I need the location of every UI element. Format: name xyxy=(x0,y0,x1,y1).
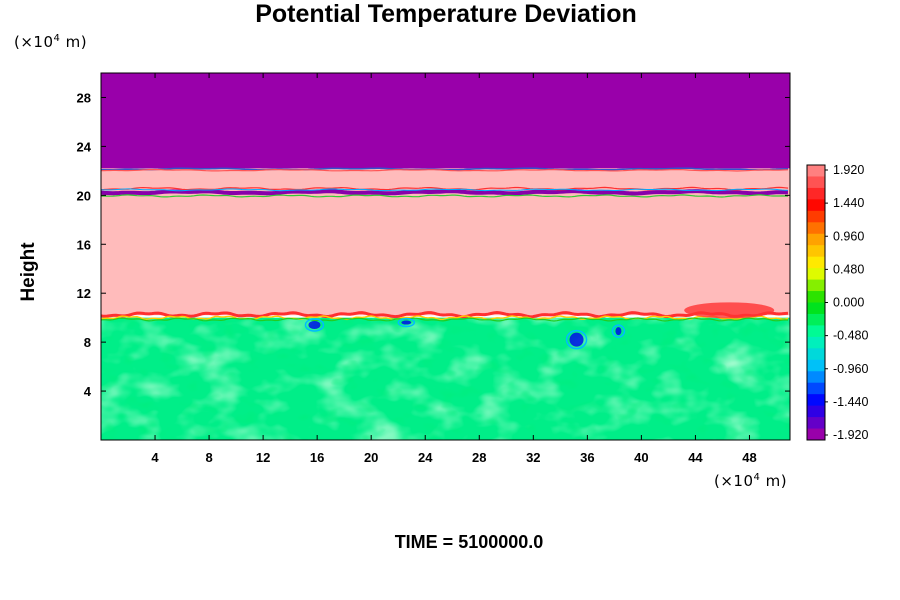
cold-eddy-3 xyxy=(615,327,622,336)
colorbar-band xyxy=(807,256,825,269)
colorbar-label: 0.960 xyxy=(833,229,864,243)
colorbar-band xyxy=(807,382,825,395)
interface-lower-red xyxy=(100,310,789,319)
x-tick-label: 8 xyxy=(205,450,212,465)
cold-eddy-4 xyxy=(401,320,412,325)
layer-upper-layer xyxy=(101,73,790,169)
colorbar-band xyxy=(807,291,825,303)
colorbar-band xyxy=(807,325,825,338)
colorbar-label: 1.440 xyxy=(833,196,864,210)
x-tick-label: 48 xyxy=(742,450,756,465)
interface-upper-green xyxy=(100,194,789,198)
x-unit-exponent: 4 xyxy=(753,472,761,483)
x-axis-unit: (×104 m) xyxy=(714,472,787,490)
x-tick-label: 28 xyxy=(472,450,486,465)
colorbar-band xyxy=(807,245,825,258)
colorbar-label: 1.920 xyxy=(833,163,864,177)
interface-lower-yellow xyxy=(100,315,789,321)
y-axis-unit: (×104 m) xyxy=(14,33,87,51)
x-unit-prefix: (×10 xyxy=(714,472,754,490)
cold-eddy-rim-2 xyxy=(565,329,588,350)
y-unit-suffix: m) xyxy=(60,33,88,51)
colorbar-band xyxy=(807,187,825,200)
y-unit-prefix: (×10 xyxy=(14,33,54,51)
interface-upper-blue xyxy=(100,188,789,192)
x-tick-label: 4 xyxy=(151,450,159,465)
y-tick-label: 20 xyxy=(77,188,91,203)
colorbar-band xyxy=(807,222,825,235)
warm-anomaly-right xyxy=(684,302,775,319)
colorbar-label: -0.480 xyxy=(833,329,868,343)
colorbar-label: 0.000 xyxy=(833,296,864,310)
colorbar-band xyxy=(807,336,825,349)
x-tick-label: 12 xyxy=(256,450,270,465)
colorbar-band xyxy=(807,302,825,315)
x-tick-label: 32 xyxy=(526,450,540,465)
cold-eddy-rim-4 xyxy=(397,317,416,328)
colorbar-band xyxy=(807,359,825,372)
x-tick-label: 24 xyxy=(418,450,433,465)
cold-eddy-1 xyxy=(308,321,321,330)
colorbar-band xyxy=(807,279,825,292)
y-tick-label: 4 xyxy=(84,384,92,399)
plot-area xyxy=(100,73,790,440)
time-label: TIME = 5100000.0 xyxy=(394,532,544,552)
plot-frame xyxy=(100,72,791,441)
y-tick-label: 16 xyxy=(77,237,91,252)
colorbar: 1.920 1.440 0.960 0.480 0.000 -0.480 -0.960 -1.… xyxy=(806,163,868,442)
colorbar-band xyxy=(807,165,825,177)
colorbar-band xyxy=(807,417,825,430)
x-tick-label: 44 xyxy=(688,450,703,465)
chart-title: Potential Temperature Deviation xyxy=(255,0,637,28)
colorbar-label: 0.480 xyxy=(833,262,864,276)
cold-eddy-rim-3 xyxy=(611,324,626,338)
y-tick-label: 8 xyxy=(84,335,91,350)
colorbar-band xyxy=(807,394,825,407)
y-unit-exponent: 4 xyxy=(53,33,61,44)
colorbar-band xyxy=(807,428,825,441)
colorbar-label: -0.960 xyxy=(833,362,868,376)
x-tick-label: 40 xyxy=(634,450,648,465)
x-tick-label: 36 xyxy=(580,450,594,465)
colorbar-label: -1.920 xyxy=(833,428,868,442)
x-tick-label: 20 xyxy=(364,450,378,465)
colorbar-band xyxy=(807,210,825,223)
x-unit-suffix: m) xyxy=(760,472,788,490)
y-tick-label: 24 xyxy=(77,139,92,154)
colorbar-band xyxy=(807,199,825,212)
colorbar-band xyxy=(807,233,825,246)
colorbar-label: -1.440 xyxy=(833,395,868,409)
cold-eddy-2 xyxy=(569,332,584,347)
x-tick-label: 16 xyxy=(310,450,324,465)
y-tick-label: 12 xyxy=(77,286,91,301)
interface-top-red xyxy=(100,168,789,172)
colorbar-band xyxy=(807,348,825,361)
colorbar-band xyxy=(807,176,825,189)
colorbar-band xyxy=(807,268,825,281)
lower-layer-texture-2 xyxy=(101,317,790,440)
colorbar-band xyxy=(807,405,825,418)
colorbar-band xyxy=(807,313,825,326)
cold-eddy-rim-1 xyxy=(304,318,325,332)
interface-lower-green xyxy=(100,317,789,322)
colorbar-band xyxy=(807,371,825,384)
interface-upper-purple xyxy=(100,189,789,196)
y-tick-label: 28 xyxy=(77,90,91,105)
